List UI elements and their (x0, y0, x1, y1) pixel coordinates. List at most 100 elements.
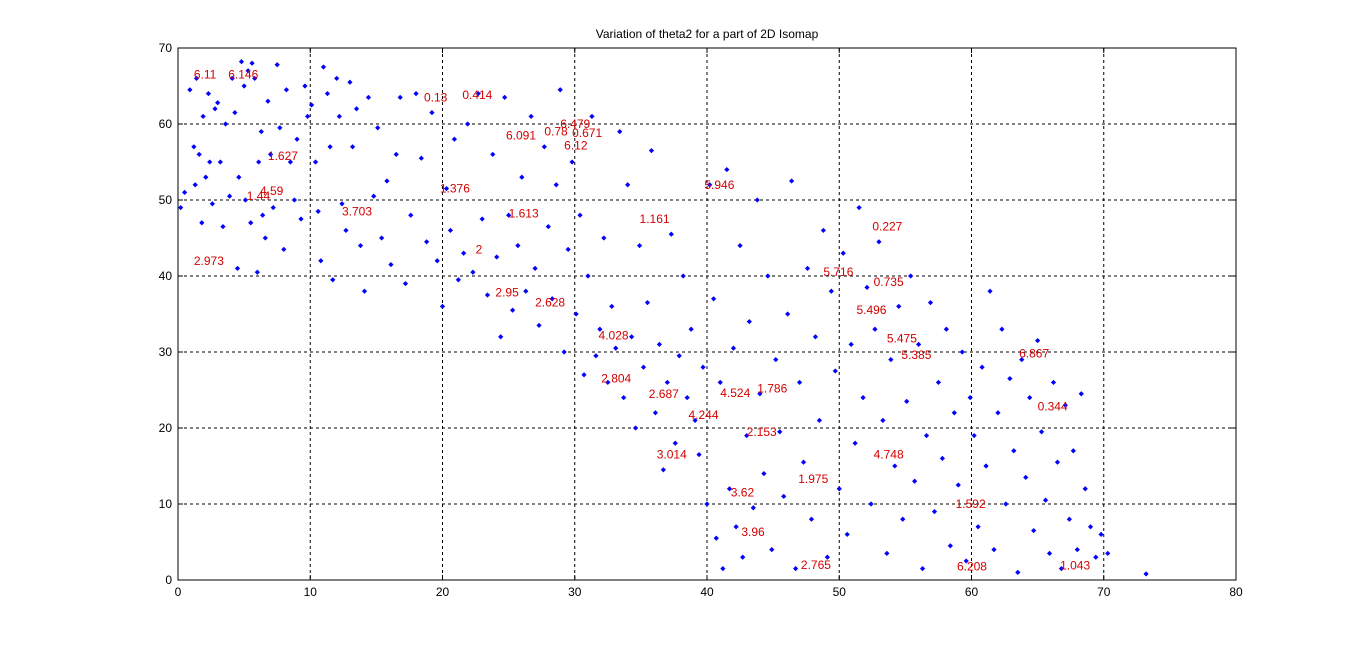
point-annotation: 2.973 (194, 254, 224, 268)
point-annotation: 2.765 (801, 558, 831, 572)
data-point (792, 565, 799, 572)
data-point (262, 235, 268, 241)
data-point (939, 455, 946, 462)
data-point (304, 113, 311, 120)
data-point (229, 75, 235, 82)
data-point (860, 394, 866, 401)
data-point (324, 90, 331, 97)
plot-frame (177, 47, 1237, 581)
point-annotation: 1.376 (440, 182, 470, 196)
point-annotation: 5.946 (704, 178, 734, 192)
y-tick-label: 50 (159, 193, 173, 207)
data-point (1030, 527, 1037, 534)
data-point (451, 136, 458, 142)
point-annotation: 0.78 (544, 125, 568, 139)
axis-ticks: 0 10 20 30 40 50 60 70 80 0 10 20 30 40 50 60 70 (159, 41, 1243, 599)
data-point (549, 296, 555, 302)
data-points (177, 58, 1149, 577)
data-point (423, 239, 430, 245)
data-point (217, 159, 224, 165)
data-point (979, 364, 985, 370)
data-point (593, 353, 599, 359)
data-point (896, 303, 902, 310)
data-point (750, 505, 756, 511)
data-point (781, 493, 787, 500)
data-point (743, 432, 750, 439)
data-point (515, 242, 521, 249)
data-point (573, 311, 579, 317)
data-point (343, 227, 349, 234)
data-point (852, 440, 858, 446)
x-tick-label: 10 (304, 585, 318, 599)
point-annotation: 5.496 (856, 303, 886, 317)
data-point (581, 372, 587, 378)
data-point (1087, 524, 1094, 530)
data-point (509, 307, 516, 313)
data-point (1019, 356, 1025, 363)
data-point (523, 288, 529, 294)
y-tick-label: 20 (159, 421, 173, 435)
data-point (339, 201, 345, 207)
data-point (207, 159, 213, 165)
data-point (923, 432, 930, 439)
point-annotation: 6.091 (506, 128, 536, 142)
data-point (788, 178, 795, 184)
data-point (730, 345, 737, 351)
data-point (864, 284, 870, 291)
data-point (254, 269, 261, 275)
data-point (408, 212, 414, 218)
data-point (975, 524, 981, 530)
data-point (872, 326, 878, 332)
point-annotation: 5.475 (887, 331, 917, 345)
data-point (644, 299, 651, 306)
data-point (569, 159, 575, 165)
data-point (892, 463, 898, 469)
data-point (336, 113, 343, 120)
point-annotation: 1.613 (509, 207, 539, 221)
point-annotation: 4.748 (874, 448, 904, 462)
data-point (291, 197, 298, 203)
data-point (270, 204, 276, 211)
x-tick-label: 70 (1097, 585, 1111, 599)
data-point (315, 208, 321, 215)
data-point (545, 223, 551, 230)
data-point (1046, 550, 1053, 557)
data-point (259, 212, 266, 218)
data-point (294, 136, 300, 142)
data-point (536, 322, 542, 329)
y-tick-label: 60 (159, 117, 173, 131)
data-point (464, 121, 471, 127)
data-point (808, 516, 815, 522)
data-point (704, 501, 710, 507)
data-point (737, 242, 743, 249)
data-point (277, 125, 283, 131)
data-point (234, 265, 241, 272)
data-point (181, 189, 188, 196)
data-point (434, 258, 440, 264)
data-point (656, 341, 663, 348)
data-point (241, 83, 247, 89)
data-point (1078, 391, 1084, 397)
data-point (413, 90, 419, 97)
data-point (726, 486, 733, 492)
data-point (943, 326, 950, 332)
data-point (955, 482, 961, 488)
data-point (717, 379, 723, 386)
data-point (900, 516, 906, 522)
data-point (765, 273, 771, 279)
data-point (688, 326, 694, 332)
data-point (692, 417, 698, 424)
data-point (318, 258, 324, 264)
point-annotation: 2.153 (747, 425, 777, 439)
data-point (931, 508, 938, 515)
data-point (455, 277, 462, 283)
point-annotation: 4.59 (260, 184, 284, 198)
data-point (915, 341, 922, 348)
data-point (258, 128, 264, 135)
data-point (888, 356, 894, 363)
data-point (605, 379, 611, 386)
data-point (664, 379, 671, 386)
data-point (648, 147, 655, 154)
x-tick-label: 20 (436, 585, 450, 599)
data-point (320, 64, 327, 70)
